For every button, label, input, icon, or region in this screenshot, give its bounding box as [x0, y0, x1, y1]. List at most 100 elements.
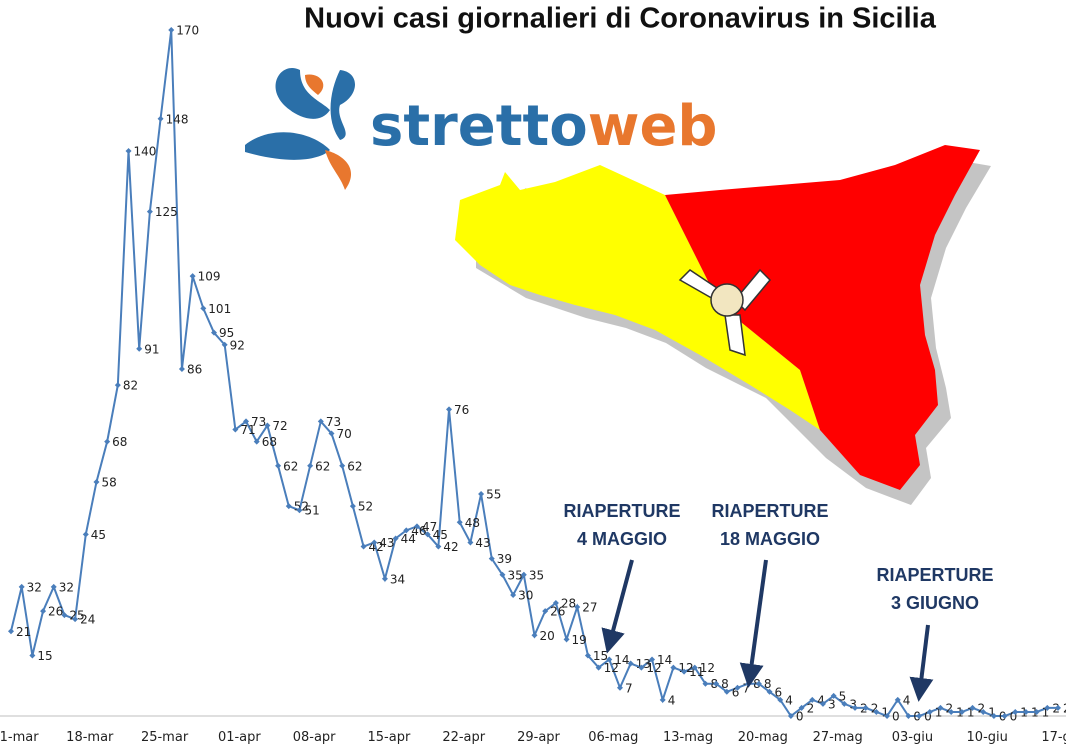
data-label: 43: [475, 536, 490, 550]
marker: [40, 608, 47, 615]
marker: [691, 664, 698, 671]
data-label: 6: [775, 685, 783, 699]
marker: [670, 664, 677, 671]
marker: [1022, 708, 1029, 715]
data-label: 73: [251, 415, 266, 429]
marker: [713, 680, 720, 687]
data-label: 2: [978, 701, 986, 715]
data-label: 4: [903, 693, 911, 707]
marker: [926, 708, 933, 715]
marker: [210, 329, 217, 336]
marker: [413, 523, 420, 530]
data-label: 170: [176, 24, 199, 38]
data-label: 47: [422, 520, 437, 534]
data-label: 28: [561, 597, 576, 611]
marker: [221, 341, 228, 348]
annotation: RIAPERTURE: [876, 565, 993, 585]
marker: [552, 600, 559, 607]
data-label: 62: [347, 459, 362, 473]
marker: [723, 688, 730, 695]
data-label: 3: [849, 697, 857, 711]
marker: [734, 684, 741, 691]
data-label: 1: [988, 705, 996, 719]
x-tick-label: 18-mar: [66, 730, 114, 745]
marker: [542, 608, 549, 615]
data-label: 70: [337, 427, 352, 441]
data-label: 39: [497, 552, 512, 566]
data-label: 52: [358, 500, 373, 514]
annotation-arrow: [909, 624, 934, 702]
flag-red: [665, 145, 980, 490]
x-tick-label: 22-apr: [442, 730, 485, 745]
data-label: 6: [732, 685, 740, 699]
marker: [456, 519, 463, 526]
marker: [178, 365, 185, 372]
marker: [307, 462, 314, 469]
x-tick-label: 27-mag: [813, 730, 863, 745]
marker: [916, 713, 923, 719]
logo-shape: [275, 68, 330, 119]
data-label: 12: [604, 661, 619, 675]
x-tick-label: 08-apr: [293, 730, 336, 745]
annotation: 18 MAGGIO: [720, 529, 820, 549]
marker: [1001, 713, 1008, 719]
data-label: 86: [187, 362, 202, 376]
data-label: 26: [550, 605, 565, 619]
marker: [894, 696, 901, 703]
data-label: 26: [48, 605, 63, 619]
marker: [584, 652, 591, 659]
marker: [93, 478, 100, 485]
marker: [990, 713, 997, 719]
data-label: 35: [507, 568, 522, 582]
data-label: 24: [80, 613, 95, 627]
marker: [478, 491, 485, 498]
marker: [830, 692, 837, 699]
marker: [1055, 704, 1061, 711]
data-label: 15: [37, 649, 52, 663]
marker: [702, 680, 709, 687]
x-tick-label: 17-giu: [1041, 730, 1066, 745]
marker: [1033, 708, 1040, 715]
annotation: RIAPERTURE: [711, 501, 828, 521]
data-label: 1: [935, 705, 943, 719]
triskelion: [678, 268, 772, 357]
data-label: 71: [240, 423, 255, 437]
annotation: RIAPERTURE: [563, 501, 680, 521]
data-label: 7: [625, 681, 633, 695]
marker: [157, 115, 164, 122]
data-label: 14: [657, 653, 672, 667]
marker: [958, 708, 965, 715]
marker: [114, 382, 121, 389]
data-label: 109: [198, 270, 221, 284]
data-label: 92: [230, 338, 245, 352]
marker: [1044, 704, 1051, 711]
data-label: 19: [572, 633, 587, 647]
data-label: 62: [315, 459, 330, 473]
sicily-flag: [455, 145, 991, 505]
data-label: 1: [967, 705, 975, 719]
marker: [905, 713, 912, 719]
marker: [681, 668, 688, 675]
marker: [253, 438, 260, 445]
marker: [616, 684, 623, 691]
marker: [595, 664, 602, 671]
data-label: 68: [112, 435, 127, 449]
marker: [606, 656, 613, 663]
data-label: 51: [304, 504, 319, 518]
data-label: 7: [742, 681, 750, 695]
annotation-arrow: [739, 559, 768, 688]
marker: [50, 583, 57, 590]
marker: [232, 426, 239, 433]
marker: [264, 422, 271, 429]
x-tick-label: 06-mag: [588, 730, 638, 745]
marker: [766, 688, 773, 695]
data-label: 21: [16, 625, 31, 639]
marker: [72, 616, 79, 623]
x-tick-label: 11-mar: [0, 730, 39, 745]
data-label: 48: [465, 516, 480, 530]
flag-yellow: [455, 165, 820, 430]
logo-shape: [245, 132, 330, 160]
x-tick-label: 13-mag: [663, 730, 713, 745]
data-label: 1: [881, 705, 889, 719]
